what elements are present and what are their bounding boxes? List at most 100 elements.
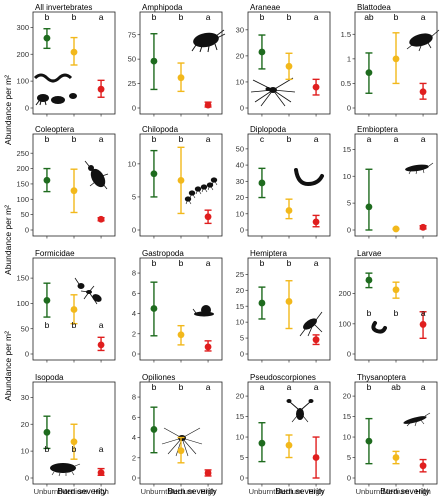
panel-title: Thysanoptera (357, 373, 406, 382)
data-point (312, 454, 320, 461)
y-tick-label: 250 (16, 149, 29, 158)
significance-letter: b (367, 382, 372, 392)
significance-letter: a (99, 320, 104, 330)
y-tick-label: 200 (16, 50, 29, 59)
y-tick-label: 6 (132, 289, 136, 298)
y-tick-label: 300 (16, 23, 29, 32)
data-point (392, 55, 400, 63)
data-point (97, 469, 105, 477)
panel-title: Blattodea (357, 3, 391, 12)
significance-letter: a (394, 134, 399, 144)
data-point (150, 57, 158, 65)
y-tick-label: 100 (338, 319, 351, 328)
data-point (204, 469, 212, 477)
panel-title: Pseudoscorpiones (250, 373, 316, 382)
data-point (392, 454, 400, 461)
significance-letter: a (421, 308, 426, 318)
y-tick-label: 25 (236, 270, 244, 279)
data-point (150, 426, 158, 433)
thrips-icon (403, 412, 431, 427)
x-tick-label: High (308, 487, 323, 496)
data-point (392, 286, 400, 294)
y-tick-label: 0 (25, 226, 29, 235)
x-tick-label: High (415, 487, 430, 496)
panel-title: Gastropoda (142, 249, 184, 258)
y-tick-label: 15 (343, 412, 351, 421)
panel-title: All invertebrates (35, 3, 92, 12)
significance-letter: a (421, 134, 426, 144)
panel-frame (354, 133, 438, 237)
x-tick-label: Medium (168, 487, 195, 496)
data-point (177, 176, 185, 184)
panel: Pseudoscorpiones 0 5 10 15 20 Unburnt Medium Hig… (236, 373, 331, 496)
significance-letter: b (152, 12, 157, 22)
x-tick-label: High (200, 487, 215, 496)
significance-letter: b (287, 12, 292, 22)
y-tick-label: 5 (132, 193, 136, 202)
panel: Gastropoda 0 2 4 6 8 b b a (132, 249, 223, 363)
y-tick-label: 0 (132, 104, 136, 113)
y-tick-label: 2 (132, 453, 136, 462)
snail-icon (192, 305, 214, 317)
y-tick-label: 0 (132, 226, 136, 235)
data-point (97, 85, 105, 93)
significance-letter: c (260, 134, 265, 144)
data-point (258, 179, 266, 187)
y-tick-label: 15 (236, 412, 244, 421)
y-tick-label: 0.5 (341, 79, 351, 88)
x-tick-label: Unburnt (356, 487, 384, 496)
significance-letter: a (314, 382, 319, 392)
x-tick-label: Unburnt (249, 487, 277, 496)
panel-title: Opiliones (142, 373, 175, 382)
data-point (258, 48, 266, 56)
significance-letter: a (206, 12, 211, 22)
data-point (204, 213, 212, 221)
panel-title: Isopoda (35, 373, 64, 382)
y-tick-label: 6 (132, 413, 136, 422)
y-tick-label: 50 (21, 324, 29, 333)
x-tick-label: Medium (276, 487, 303, 496)
significance-letter: b (72, 134, 77, 144)
x-tick-label: High (93, 487, 108, 496)
significance-letter: a (421, 12, 426, 22)
x-tick-label: Medium (383, 487, 410, 496)
y-tick-label: 5 (240, 453, 244, 462)
y-tick-label: 50 (236, 144, 244, 153)
significance-letter: b (45, 12, 50, 22)
data-point (419, 223, 427, 231)
significance-letter: b (72, 12, 77, 22)
panel: Chilopoda 0 5 10 b b a (128, 125, 223, 239)
y-tick-label: 10 (236, 318, 244, 327)
significance-letter: a (99, 12, 104, 22)
significance-letter: a (99, 444, 104, 454)
panel-title: Chilopoda (142, 125, 179, 134)
data-point (43, 296, 51, 304)
panel-frame (247, 381, 331, 485)
data-point (97, 341, 105, 349)
significance-letter: b (179, 258, 184, 268)
x-axis-title: Burn severity (167, 486, 217, 496)
data-point (70, 306, 78, 313)
data-point (392, 225, 400, 233)
y-tick-label: 0 (25, 474, 29, 483)
invertebrate-group-icon (33, 73, 77, 106)
panel: Araneae 0 10 20 30 b b a (236, 3, 331, 117)
bug-icon (299, 311, 323, 337)
data-point (150, 170, 158, 178)
significance-letter: ab (364, 12, 374, 22)
y-tick-label: 20 (21, 420, 29, 429)
significance-letter: a (99, 134, 104, 144)
y-tick-label: 150 (16, 274, 29, 283)
pseudoscorpion-icon (286, 399, 314, 423)
amphipod-icon (191, 29, 226, 53)
panel: Blattodea 0 0.5 1 1.5 ab b a (341, 3, 440, 117)
y-tick-label: 20 (236, 193, 244, 202)
significance-letter: a (287, 382, 292, 392)
panel: Isopoda 0 10 20 30 Unburnt Medium High b b a (21, 373, 116, 496)
y-tick-label: 40 (236, 161, 244, 170)
panel-title: Larvae (357, 249, 382, 258)
y-tick-label: 5 (347, 199, 351, 208)
y-tick-label: 75 (128, 30, 136, 39)
significance-letter: b (287, 258, 292, 268)
data-point (70, 438, 78, 446)
